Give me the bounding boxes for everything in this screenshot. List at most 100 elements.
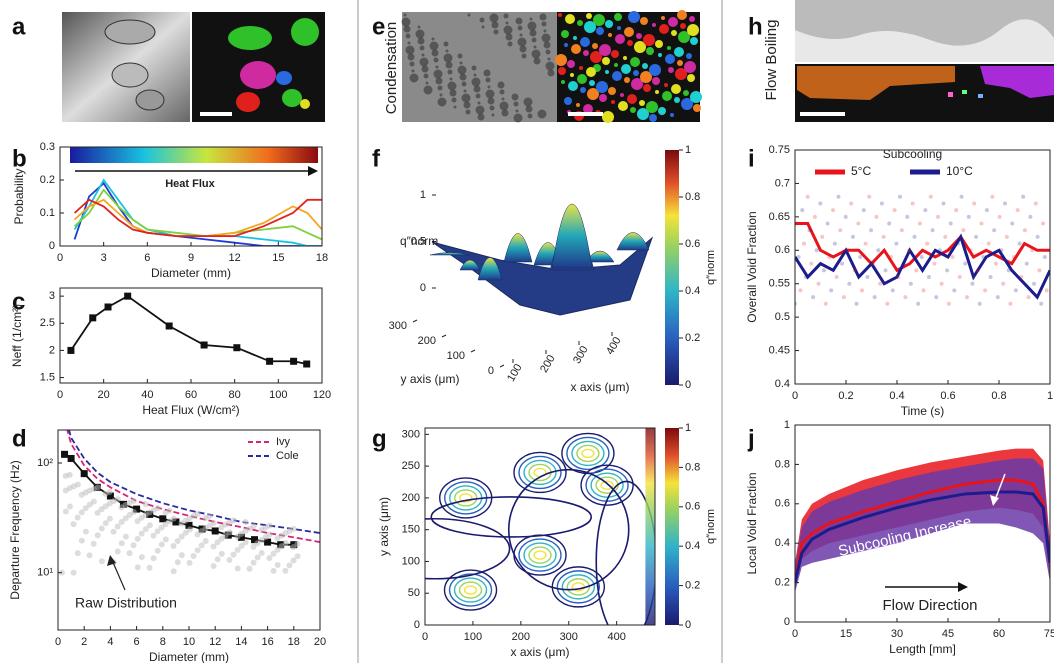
raw-point xyxy=(870,261,875,266)
arrow-head xyxy=(990,495,999,506)
contour xyxy=(561,432,615,475)
droplet-raw xyxy=(417,37,425,45)
raw-point xyxy=(274,562,281,569)
droplet-raw xyxy=(505,21,509,25)
droplet-raw xyxy=(519,33,523,37)
contour xyxy=(513,534,567,576)
series-line xyxy=(73,188,322,241)
raw-point xyxy=(94,532,101,539)
droplet-raw xyxy=(547,69,555,77)
x-tick-label: 80 xyxy=(229,389,241,401)
raw-point xyxy=(974,234,979,239)
droplet xyxy=(561,80,565,84)
raw-point xyxy=(114,523,121,530)
droplet-raw xyxy=(403,13,407,17)
surface-peak xyxy=(459,259,481,271)
series-line xyxy=(68,430,320,534)
raw-point xyxy=(896,275,901,280)
surface-peak xyxy=(616,232,650,251)
droplet xyxy=(561,30,569,38)
y-axis-label: y axis (μm) xyxy=(377,497,391,556)
x-tick-label: 0.6 xyxy=(940,390,955,402)
raw-point xyxy=(890,288,895,293)
raw-point xyxy=(158,524,165,531)
raw-point xyxy=(805,194,810,199)
droplet xyxy=(555,54,567,66)
raw-point xyxy=(170,568,177,575)
raw-point xyxy=(78,537,85,544)
raw-point xyxy=(150,532,157,539)
droplet-raw xyxy=(505,33,513,41)
raw-point xyxy=(1001,281,1006,286)
raw-point xyxy=(162,521,169,528)
raw-point xyxy=(854,301,859,306)
raw-point xyxy=(230,551,237,558)
scale-bar xyxy=(568,112,603,116)
droplet-raw xyxy=(445,61,453,69)
marker xyxy=(266,357,274,365)
raw-point xyxy=(881,234,886,239)
droplet-raw xyxy=(529,17,533,21)
droplet-raw xyxy=(529,29,537,37)
contour xyxy=(600,480,614,490)
raw-point xyxy=(803,275,808,280)
x-tick-label: 30 xyxy=(891,628,903,640)
droplet-raw xyxy=(477,101,481,105)
droplet xyxy=(602,111,614,123)
raw-point xyxy=(190,553,197,560)
droplet xyxy=(674,47,684,57)
colorbar xyxy=(665,428,679,625)
raw-point xyxy=(86,552,93,559)
raw-point xyxy=(234,546,241,553)
y-tick-label: 100 xyxy=(402,555,420,567)
raw-point xyxy=(178,533,185,540)
contour xyxy=(507,468,630,591)
droplet-raw xyxy=(417,25,421,29)
droplet-raw xyxy=(481,25,485,29)
droplet xyxy=(614,13,622,21)
surface xyxy=(431,236,654,316)
droplet-raw xyxy=(489,13,499,23)
droplet xyxy=(690,91,702,103)
raw-point xyxy=(796,254,801,259)
marker xyxy=(233,344,241,352)
colorbar-label: q″norm xyxy=(705,250,717,285)
series-line xyxy=(66,430,320,543)
droplet xyxy=(668,67,674,73)
raw-point xyxy=(86,501,93,508)
raw-point xyxy=(62,508,69,515)
droplet-raw xyxy=(409,61,415,67)
droplet xyxy=(671,84,681,94)
raw-point xyxy=(901,261,906,266)
x-tick-label: 8 xyxy=(160,636,166,648)
marker xyxy=(159,515,167,523)
marker xyxy=(237,533,245,541)
y-tick-label: 10² xyxy=(37,457,53,469)
droplet-raw xyxy=(463,89,467,93)
raw-point xyxy=(134,564,141,571)
y-axis-label: Departure Frequency (Hz) xyxy=(8,460,22,599)
droplet-raw xyxy=(491,21,499,29)
raw-point xyxy=(1039,301,1044,306)
x-axis-label: x axis (μm) xyxy=(511,645,570,659)
raw-point xyxy=(832,241,837,246)
raw-point xyxy=(926,275,931,280)
droplet xyxy=(580,87,586,93)
contour xyxy=(518,455,562,490)
raw-point xyxy=(218,535,225,542)
raw-point xyxy=(1010,221,1015,226)
colorbar-tick-label: 0 xyxy=(685,619,691,631)
droplet-raw xyxy=(473,85,481,93)
raw-point xyxy=(869,228,874,233)
droplet-raw xyxy=(533,45,537,49)
droplet-raw xyxy=(517,25,523,31)
raw-point xyxy=(82,528,89,535)
image-e xyxy=(401,10,702,123)
z-tick-label: 1 xyxy=(420,189,426,201)
raw-point xyxy=(246,565,253,572)
droplet-raw xyxy=(525,105,533,113)
droplet xyxy=(592,43,598,49)
raw-point xyxy=(142,501,149,508)
raw-point xyxy=(162,536,169,543)
raw-point xyxy=(941,201,946,206)
